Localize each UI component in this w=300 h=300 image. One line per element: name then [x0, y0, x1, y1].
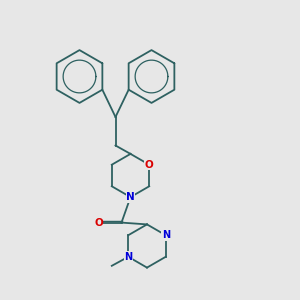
- Text: N: N: [126, 192, 135, 202]
- Text: N: N: [162, 230, 170, 240]
- Text: O: O: [94, 218, 103, 228]
- Text: N: N: [124, 252, 132, 262]
- Text: O: O: [145, 160, 154, 170]
